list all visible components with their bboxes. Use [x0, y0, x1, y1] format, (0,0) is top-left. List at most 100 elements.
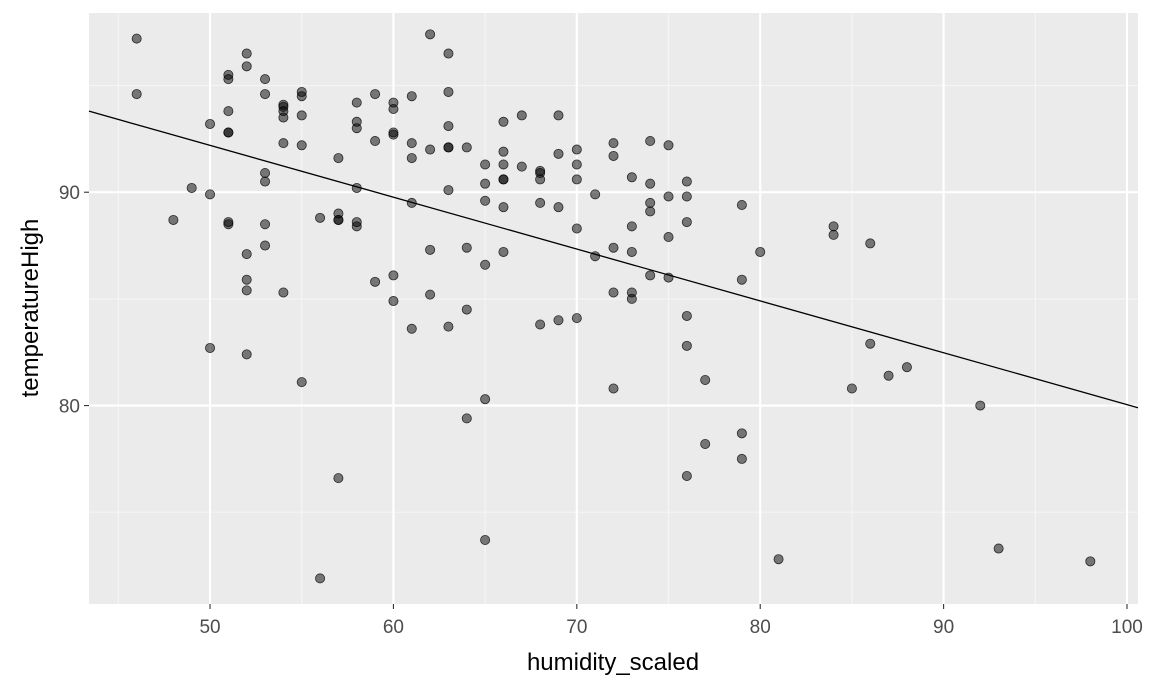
data-point	[223, 106, 234, 117]
data-point	[553, 110, 564, 121]
data-point	[480, 178, 491, 189]
data-point	[571, 174, 582, 185]
data-point	[425, 29, 436, 40]
data-point	[260, 219, 271, 230]
data-point	[351, 123, 362, 134]
data-point	[131, 89, 142, 100]
data-point	[681, 217, 692, 228]
data-point	[131, 33, 142, 44]
data-point	[480, 534, 491, 545]
data-point	[443, 185, 454, 196]
data-point	[223, 74, 234, 85]
data-point	[480, 159, 491, 170]
data-points	[131, 29, 1096, 584]
data-point	[1085, 556, 1096, 567]
data-point	[736, 428, 747, 439]
data-point	[700, 438, 711, 449]
data-point	[535, 197, 546, 208]
data-point	[370, 136, 381, 147]
data-point	[553, 202, 564, 213]
data-point	[333, 153, 344, 164]
data-point	[425, 144, 436, 155]
data-point	[241, 249, 252, 260]
x-axis-ticks: 50 60 70 80 90 100	[199, 604, 1143, 638]
data-point	[865, 338, 876, 349]
plot-panel	[89, 13, 1138, 604]
data-point	[260, 176, 271, 187]
data-point	[553, 148, 564, 159]
data-point	[498, 116, 509, 127]
data-point	[663, 232, 674, 243]
data-point	[443, 48, 454, 59]
trend-line-group	[88, 110, 1139, 409]
data-point	[681, 340, 692, 351]
data-point	[608, 150, 619, 161]
data-point	[296, 140, 307, 151]
data-point	[406, 323, 417, 334]
data-point	[645, 178, 656, 189]
data-point	[846, 383, 857, 394]
data-point	[260, 74, 271, 85]
data-point	[828, 229, 839, 240]
data-point	[975, 400, 986, 411]
data-point	[480, 394, 491, 405]
data-point	[608, 242, 619, 253]
data-point	[535, 319, 546, 330]
x-axis-title: humidity_scaled	[527, 649, 699, 676]
data-point	[773, 554, 784, 565]
data-point	[260, 168, 271, 179]
data-point	[351, 221, 362, 232]
data-point	[278, 112, 289, 123]
data-point	[388, 296, 399, 307]
data-point	[461, 142, 472, 153]
data-point	[461, 413, 472, 424]
data-point	[498, 246, 509, 257]
data-point	[571, 313, 582, 324]
data-point	[260, 89, 271, 100]
data-point	[736, 274, 747, 285]
data-point	[315, 573, 326, 584]
data-point	[370, 89, 381, 100]
data-point	[883, 370, 894, 381]
data-point	[406, 91, 417, 102]
data-point	[186, 182, 197, 193]
data-point	[241, 61, 252, 72]
data-point	[608, 383, 619, 394]
data-point	[333, 473, 344, 484]
data-point	[681, 191, 692, 202]
data-point	[626, 172, 637, 183]
data-point	[480, 259, 491, 270]
trend-line	[88, 110, 1139, 409]
y-axis-title: temperatureHigh	[17, 219, 44, 398]
data-point	[645, 270, 656, 281]
data-point	[241, 349, 252, 360]
data-point	[498, 174, 509, 185]
data-point	[535, 174, 546, 185]
data-point	[388, 129, 399, 140]
x-tick-label: 80	[750, 617, 771, 638]
y-tick-label: 90	[59, 183, 80, 204]
data-point	[553, 315, 564, 326]
data-point	[278, 138, 289, 149]
x-tick-label: 90	[933, 617, 954, 638]
data-point	[443, 142, 454, 153]
data-point	[608, 138, 619, 149]
data-point	[406, 138, 417, 149]
data-point	[663, 191, 674, 202]
data-point	[296, 377, 307, 388]
data-point	[333, 214, 344, 225]
data-point	[425, 289, 436, 300]
data-point	[571, 144, 582, 155]
data-point	[205, 118, 216, 129]
data-point	[626, 221, 637, 232]
data-point	[516, 110, 527, 121]
data-point	[626, 246, 637, 257]
data-point	[461, 304, 472, 315]
data-point	[498, 159, 509, 170]
data-point	[406, 153, 417, 164]
data-point	[626, 293, 637, 304]
data-point	[351, 97, 362, 108]
data-point	[498, 202, 509, 213]
data-point	[241, 285, 252, 296]
